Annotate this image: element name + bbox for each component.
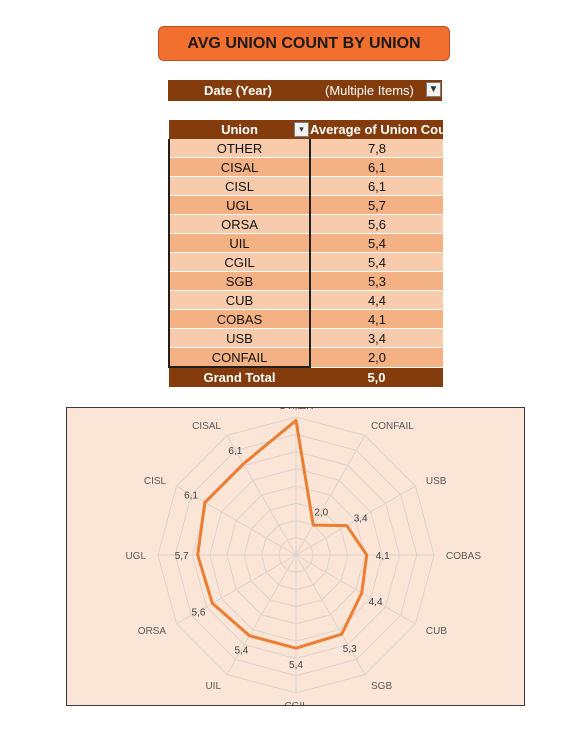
union-cell: CONFAIL [168, 347, 311, 368]
pivot-header-avg: Average of Union Count [310, 120, 443, 139]
table-row: ORSA 5,6 [168, 214, 443, 234]
category-label: OTHER [279, 408, 314, 412]
grand-total-value: 5,0 [310, 367, 443, 387]
union-cell: CUB [168, 290, 311, 310]
grid-spoke [295, 554, 416, 625]
series-line [196, 418, 369, 650]
data-label: 4,1 [376, 551, 390, 562]
avg-cell: 5,7 [310, 195, 443, 215]
grid-spoke [226, 554, 297, 675]
avg-cell: 5,6 [310, 214, 443, 234]
avg-cell: 2,0 [310, 347, 443, 368]
pivot-header-union-label: Union [221, 122, 258, 137]
table-row: CUB 4,4 [168, 290, 443, 310]
category-label: UGL [125, 551, 146, 562]
category-label: CISL [144, 476, 167, 487]
table-row: CGIL 5,4 [168, 252, 443, 272]
union-cell: SGB [168, 271, 311, 291]
category-label: CGIL [284, 701, 308, 705]
union-cell: COBAS [168, 309, 311, 329]
union-cell: CISL [168, 176, 311, 196]
avg-cell: 4,4 [310, 290, 443, 310]
table-row: UGL 5,7 [168, 195, 443, 215]
data-label: 2,0 [314, 507, 328, 518]
category-label: CISAL [192, 421, 221, 432]
chart-title-text: AVG UNION COUNT BY UNION [187, 34, 421, 52]
grid-spoke [295, 435, 366, 556]
grand-total-row: Grand Total 5,0 [169, 367, 443, 387]
grid-spoke [176, 485, 297, 556]
avg-cell: 5,4 [310, 252, 443, 272]
category-label: SGB [371, 681, 392, 692]
union-cell: CGIL [168, 252, 311, 272]
grid-spoke [295, 485, 416, 556]
grid-spoke [295, 554, 366, 675]
union-cell: OTHER [168, 139, 311, 158]
data-label: 6,1 [228, 446, 242, 457]
data-label: 7,8 [289, 408, 303, 411]
chart-title-button[interactable]: AVG UNION COUNT BY UNION [158, 26, 450, 61]
report-filter-row: Date (Year) (Multiple Items) ▼ [168, 80, 442, 101]
table-row: UIL 5,4 [168, 233, 443, 253]
union-cell: UIL [168, 233, 311, 253]
union-cell: CISAL [168, 157, 311, 177]
data-label: 5,7 [175, 551, 189, 562]
union-cell: UGL [168, 195, 311, 215]
pivot-header-union: Union ▾ [169, 120, 310, 139]
radar-chart[interactable]: OTHER CONFAIL USB COBAS CUB SGB CGIL UIL ORSA UGL… [66, 407, 525, 706]
avg-cell: 3,4 [310, 328, 443, 348]
table-row: CONFAIL 2,0 [168, 347, 443, 368]
data-label: 6,1 [184, 490, 198, 501]
avg-cell: 6,1 [310, 176, 443, 196]
table-row: CISAL 6,1 [168, 157, 443, 177]
filter-label: Date (Year) [204, 83, 272, 98]
filter-dropdown-icon[interactable]: ▼ [426, 82, 441, 97]
grand-total-label: Grand Total [169, 367, 310, 387]
category-label: CUB [426, 626, 447, 637]
avg-cell: 7,8 [310, 139, 443, 158]
data-label: 4,4 [369, 597, 383, 608]
category-label: UIL [205, 681, 221, 692]
data-label: 5,4 [289, 660, 303, 671]
table-row: SGB 5,3 [168, 271, 443, 291]
pivot-table: Union ▾ Average of Union Count OTHER7,8C… [168, 120, 443, 387]
category-label: USB [426, 476, 447, 487]
data-label: 5,6 [192, 607, 206, 618]
union-cell: ORSA [168, 214, 311, 234]
table-row: COBAS 4,1 [168, 309, 443, 329]
data-label: 3,4 [354, 514, 368, 525]
category-label: ORSA [138, 626, 167, 637]
grid-spoke [176, 554, 297, 625]
data-label: 5,3 [343, 644, 357, 655]
pivot-header-avg-label: Average of Union Count [310, 122, 443, 137]
category-label: CONFAIL [371, 421, 414, 432]
category-label: COBAS [446, 551, 481, 562]
radar-chart-svg: OTHER CONFAIL USB COBAS CUB SGB CGIL UIL ORSA UGL… [125, 408, 481, 705]
avg-cell: 5,3 [310, 271, 443, 291]
avg-cell: 4,1 [310, 309, 443, 329]
avg-cell: 6,1 [310, 157, 443, 177]
avg-cell: 5,4 [310, 233, 443, 253]
table-row: OTHER 7,8 [168, 139, 443, 158]
table-row: CISL 6,1 [168, 176, 443, 196]
grid-spoke [226, 435, 297, 556]
sort-filter-icon[interactable]: ▾ [294, 122, 309, 137]
data-label: 5,4 [234, 646, 248, 657]
union-cell: USB [168, 328, 311, 348]
filter-value: (Multiple Items) [325, 83, 414, 98]
table-row: USB 3,4 [168, 328, 443, 348]
